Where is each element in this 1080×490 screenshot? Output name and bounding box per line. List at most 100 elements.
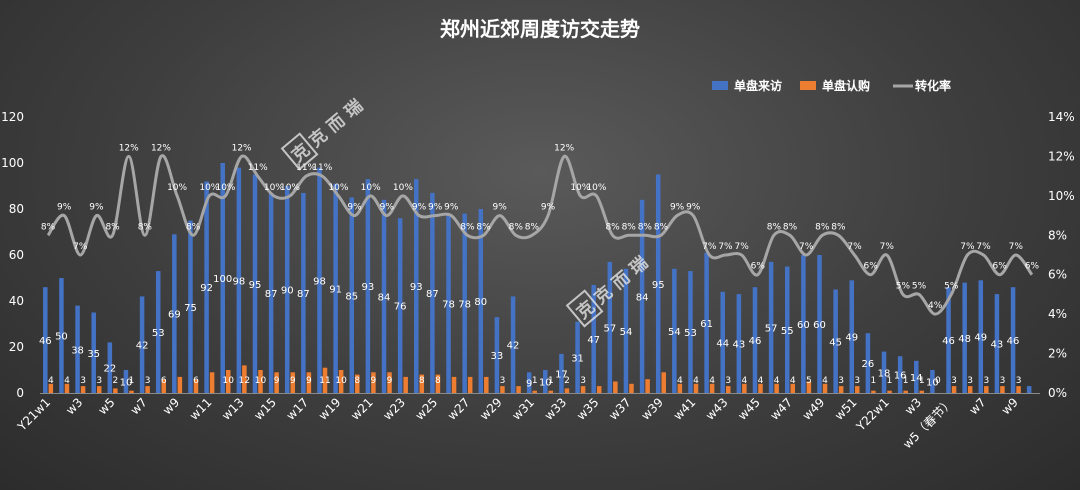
- label-visit: 69: [168, 310, 181, 321]
- y-left-tick-label: 120: [1, 110, 24, 124]
- y-right-tick-label: 14%: [1048, 110, 1075, 124]
- label-visit: 10: [539, 378, 552, 389]
- label-subscription: 4: [48, 376, 54, 386]
- label-rate: 9%: [428, 203, 443, 213]
- bar-subscription: [467, 376, 473, 393]
- label-visit: 49: [974, 333, 987, 344]
- label-subscription: 1: [548, 376, 554, 386]
- label-rate: 8%: [622, 222, 637, 232]
- label-rate: 9%: [541, 203, 556, 213]
- label-rate: 8%: [605, 222, 620, 232]
- label-visit: 61: [700, 319, 713, 330]
- label-subscription: 4: [693, 376, 699, 386]
- bar-subscription: [129, 390, 134, 393]
- x-tick-label: w47: [767, 395, 795, 423]
- label-subscription: 10: [223, 376, 235, 386]
- label-visit: 87: [426, 289, 439, 300]
- bar-visit: [881, 351, 887, 393]
- bar-visit: [365, 179, 371, 393]
- bar-visit: [720, 291, 725, 393]
- bar-subscription: [693, 383, 699, 393]
- label-visit: 53: [152, 328, 165, 339]
- label-subscription: 3: [500, 376, 506, 386]
- label-visit: 95: [249, 280, 262, 291]
- x-tick-label: w7: [128, 395, 150, 417]
- bar-visit: [575, 321, 580, 393]
- label-subscription: 11: [319, 376, 330, 386]
- bar-subscription: [306, 372, 312, 393]
- label-subscription: 8: [354, 376, 360, 386]
- label-rate: 11%: [296, 163, 316, 173]
- label-visit: 57: [603, 323, 616, 334]
- label-rate: 10%: [264, 183, 284, 193]
- label-rate: 7%: [847, 242, 862, 252]
- label-visit: 54: [668, 327, 681, 338]
- bar-subscription: [177, 376, 183, 393]
- bar-subscription: [532, 390, 537, 393]
- bar-visit: [994, 294, 1000, 393]
- label-visit: 48: [958, 334, 971, 345]
- label-subscription: 3: [967, 376, 973, 386]
- bar-visit: [446, 213, 451, 393]
- bar-visit: [91, 312, 96, 393]
- label-subscription: 1: [887, 376, 893, 386]
- label-subscription: 12: [239, 376, 250, 386]
- y-right-tick-label: 8%: [1048, 228, 1067, 242]
- bar-subscription: [290, 372, 296, 393]
- label-subscription: 0: [935, 376, 941, 386]
- bar-visit: [43, 287, 48, 393]
- bar-subscription: [387, 372, 392, 393]
- bar-subscription: [500, 386, 505, 393]
- line-conversion-rate: [46, 154, 1034, 316]
- label-rate: 6%: [1025, 262, 1040, 272]
- bar-visit: [865, 333, 871, 393]
- label-rate: 7%: [960, 242, 975, 252]
- label-visit: 76: [394, 302, 407, 313]
- bar-subscription: [209, 372, 215, 393]
- label-rate: 9%: [57, 203, 72, 213]
- bar-subscription: [371, 372, 376, 393]
- y-right-tick-label: 0%: [1048, 386, 1067, 400]
- label-visit: 22: [103, 364, 116, 375]
- y-left-tick-label: 20: [9, 340, 24, 354]
- label-rate: 11%: [248, 163, 268, 173]
- bar-subscription: [677, 383, 683, 393]
- bar-subscription: [822, 383, 828, 393]
- bar-subscription: [419, 374, 425, 393]
- bar-visit: [462, 213, 467, 393]
- label-rate: 8%: [460, 222, 475, 232]
- bar-subscription: [258, 370, 263, 393]
- x-tick-label: Y22w1: [853, 395, 892, 434]
- label-subscription: 3: [145, 376, 151, 386]
- chart-title: 郑州近郊周度访交走势: [440, 17, 640, 41]
- bar-visit: [930, 370, 935, 393]
- bar-visit: [284, 186, 290, 393]
- bar-subscription: [355, 374, 360, 393]
- label-rate: 8%: [186, 222, 201, 232]
- label-rate: 12%: [232, 143, 252, 153]
- bar-subscription: [887, 390, 892, 393]
- label-visit: 42: [507, 341, 520, 352]
- bar-subscription: [629, 383, 634, 393]
- label-visit: 90: [281, 286, 294, 297]
- bar-visit: [1026, 386, 1032, 393]
- y-right-tick-label: 10%: [1048, 189, 1075, 203]
- label-subscription: 10: [255, 376, 267, 386]
- label-visit: 46: [1007, 336, 1020, 347]
- bar-subscription: [774, 383, 779, 393]
- label-rate: 8%: [41, 222, 56, 232]
- bar-subscription: [613, 381, 618, 393]
- bar-visit: [639, 199, 645, 393]
- label-subscription: 9: [290, 376, 296, 386]
- bar-subscription: [113, 388, 118, 393]
- bar-visit: [784, 266, 790, 393]
- bar-subscription: [967, 386, 973, 393]
- bar-visit: [543, 370, 548, 393]
- legend-visit-label: 单盘来访: [734, 78, 782, 93]
- label-rate: 8%: [783, 222, 798, 232]
- label-visit: 9: [526, 379, 532, 390]
- bar-subscription: [661, 372, 666, 393]
- label-subscription: 2: [564, 376, 570, 386]
- bar-subscription: [80, 386, 86, 393]
- x-tick-label: w43: [703, 395, 731, 423]
